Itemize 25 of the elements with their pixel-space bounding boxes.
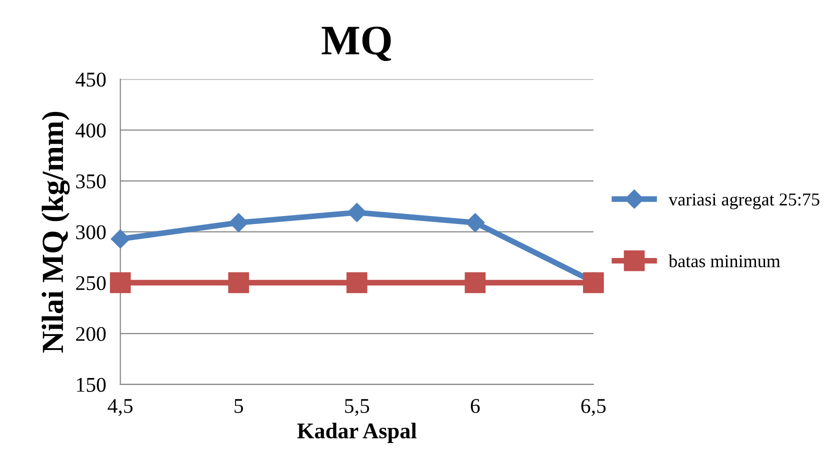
legend-label: batas minimum [668, 254, 780, 268]
point [110, 272, 131, 294]
y-tick-label: 300 [76, 225, 106, 240]
x-tick-label: 4,5 [108, 399, 133, 416]
x-tick-label: 6,5 [581, 399, 606, 416]
point [229, 213, 248, 232]
y-tick-label: 400 [76, 123, 106, 138]
y-axis-title: Nilai MQ (kg/mm) [42, 112, 70, 353]
point [347, 202, 366, 222]
point [110, 229, 130, 248]
x-tick-label: 5 [234, 399, 244, 413]
point [346, 272, 368, 294]
x-tick-label: 5,5 [345, 399, 370, 416]
y-tick-label: 150 [77, 378, 106, 392]
x-tick-label: 6 [470, 399, 480, 413]
y-tick-label: 200 [76, 326, 106, 342]
chart-title: MQ [322, 26, 391, 61]
y-tick-label: 350 [76, 174, 106, 188]
y-tick-label: 250 [76, 276, 106, 290]
point [464, 272, 486, 294]
x-axis-title: Kadar Aspal [297, 422, 417, 443]
point [466, 213, 485, 232]
point [228, 272, 250, 294]
y-tick-label: 450 [76, 72, 106, 87]
legend-label: variasi agregat 25:75 [668, 193, 820, 210]
